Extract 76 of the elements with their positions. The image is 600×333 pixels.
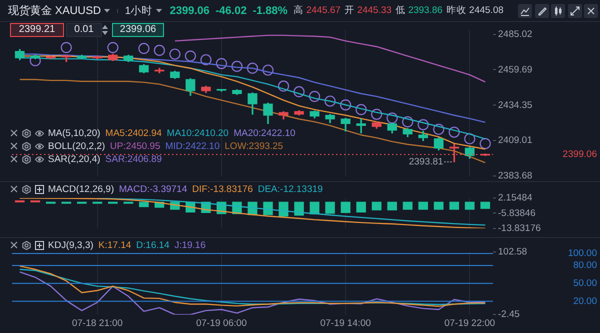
point — [184, 50, 196, 62]
y-tick-label: 102.58 — [498, 246, 528, 258]
text: 低 2393.86 — [396, 5, 443, 16]
point — [262, 64, 274, 76]
text: 高 2445.67 — [294, 5, 341, 16]
ref-line-label: 80.00 — [573, 260, 597, 272]
point — [107, 42, 118, 54]
annotation: 2399.06 — [112, 23, 164, 37]
point — [433, 124, 444, 135]
annotation: MA20:2422.10 — [234, 128, 296, 139]
point — [464, 133, 476, 144]
point — [324, 96, 336, 107]
annotation: BOLL(20,2,2) — [48, 140, 106, 152]
point — [309, 90, 320, 102]
text: MACD(12,26,9) — [48, 184, 114, 194]
text: SAR:2406.89 — [105, 154, 162, 165]
y-tick-label: 2485.02 — [498, 28, 532, 40]
point — [294, 86, 305, 98]
text: MACD:-3.39714 — [119, 184, 188, 194]
text: KDJ(9,3,3) — [48, 240, 94, 250]
point — [340, 99, 352, 110]
point — [278, 80, 290, 92]
point — [60, 42, 72, 54]
series-label: DIF:-13.83176 — [192, 184, 253, 194]
y-tick-label: 2.15484 — [498, 192, 532, 204]
point — [30, 55, 41, 66]
text: 2399.06 — [170, 4, 210, 16]
ref-line-label: 100.00 — [568, 248, 597, 260]
text: 昨收 2445.08 — [446, 5, 504, 16]
text: D:16.14 — [136, 240, 170, 250]
annotation: MA(5,10,20) — [48, 128, 100, 139]
text: -46.02 — [216, 4, 247, 16]
point — [154, 44, 165, 56]
y-tick-label: 2409.01 — [498, 135, 532, 146]
point — [231, 60, 243, 72]
text: MID:2422.10 — [165, 140, 220, 152]
point — [216, 58, 228, 70]
annotation: 2399.21 — [10, 23, 64, 37]
x-tick-label: 07-18 21:00 — [72, 318, 123, 329]
annotation: SAR(2,20,4) — [48, 154, 100, 165]
chart-title: 现货黄金 XAUUSD — [8, 4, 101, 18]
point — [138, 42, 150, 54]
text: UP:2450.95 — [110, 140, 160, 152]
text: LOW:2393.25 — [224, 140, 284, 152]
annotation: 2393.81 — [408, 156, 444, 168]
x-tick-label: 07-19 06:00 — [196, 318, 247, 329]
point — [356, 104, 367, 116]
text: MA10:2410.20 — [166, 128, 229, 139]
point — [480, 138, 491, 150]
y-tick-label: -5.83846 — [498, 208, 536, 219]
text: -1.88% — [252, 4, 288, 16]
point — [418, 119, 429, 130]
y-tick-label: -13.83176 — [498, 222, 541, 234]
text: J:19.16 — [174, 240, 206, 250]
y-tick-label: 2459.69 — [498, 64, 532, 76]
y-tick-label: 2434.35 — [498, 100, 532, 111]
x-tick-label: 07-19 14:00 — [320, 318, 371, 329]
ref-line-label: 50.00 — [573, 278, 597, 289]
series-label: DEA:-12.13319 — [258, 184, 323, 194]
text: MA5:2402.94 — [105, 128, 162, 139]
point — [371, 108, 382, 120]
point — [448, 126, 460, 138]
point — [169, 48, 180, 60]
ref-line-label: 2399.06 — [562, 149, 597, 160]
y-tick-label: -2.45 — [498, 309, 520, 320]
point — [386, 112, 398, 124]
point — [246, 62, 258, 74]
point — [402, 116, 414, 128]
annotation: 0.01 — [66, 23, 102, 37]
text: 开 2445.33 — [344, 5, 392, 16]
y-tick-label: 2383.68 — [498, 170, 532, 182]
point — [200, 54, 212, 66]
x-tick-label: 07-19 22:00 — [444, 318, 496, 329]
chart-subtitle: 1小时 — [124, 4, 153, 18]
ref-line-label: 20.00 — [573, 296, 597, 307]
text: K:17.14 — [98, 240, 132, 250]
